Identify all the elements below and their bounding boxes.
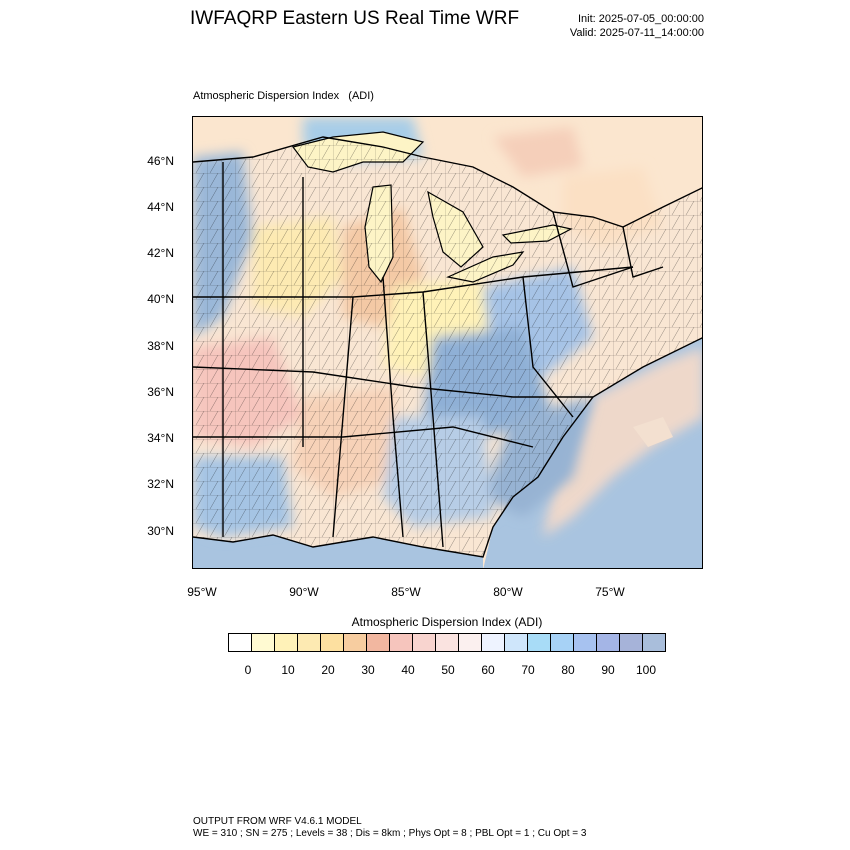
model-config: WE = 310 ; SN = 275 ; Levels = 38 ; Dis … [193,828,587,839]
colorbar-swatch [413,634,436,651]
colorbar-swatch [344,634,367,651]
state-boundaries [193,136,702,558]
valid-time: Valid: 2025-07-11_14:00:00 [569,27,704,39]
colorbar-swatch [229,634,252,651]
colorbar-swatch [275,634,298,651]
colorbar-swatch [597,634,620,651]
colorbar-swatch [436,634,459,651]
adi-field-map [193,117,702,568]
lat-tick: 42°N [147,246,174,260]
lat-tick: 46°N [147,154,174,168]
lat-tick: 34°N [147,431,174,445]
model-info: OUTPUT FROM WRF V4.6.1 MODEL [193,816,362,827]
map-title: IWFAQRP Eastern US Real Time WRF [190,8,520,29]
plot-label: Atmospheric Dispersion Index (ADI) [193,90,374,102]
lon-tick: 85°W [391,585,421,599]
lon-tick: 95°W [187,585,217,599]
lat-tick: 32°N [147,477,174,491]
gulf-of-mexico [193,535,483,568]
colorbar-tick: 30 [361,663,375,677]
lat-tick: 40°N [147,292,174,306]
colorbar-swatch [528,634,551,651]
colorbar-swatch [505,634,528,651]
colorbar-swatch [390,634,413,651]
colorbar-tick: 100 [635,663,657,677]
lon-tick: 80°W [493,585,523,599]
colorbar-tick: 90 [601,663,615,677]
map-panel [192,116,703,569]
lon-tick: 90°W [289,585,319,599]
colorbar-swatch [367,634,390,651]
lat-tick: 44°N [147,200,174,214]
colorbar-tick: 10 [281,663,295,677]
colorbar-tick: 20 [321,663,335,677]
colorbar-tick: 50 [441,663,455,677]
county-boundaries [193,137,702,557]
colorbar-tick: 70 [521,663,535,677]
init-time: Init: 2025-07-05_00:00:00 [578,13,704,25]
lat-tick: 36°N [147,385,174,399]
colorbar-swatch [574,634,597,651]
colorbar-tick: 0 [244,663,252,677]
lat-tick: 38°N [147,339,174,353]
colorbar-swatch [482,634,505,651]
colorbar-tick: 60 [481,663,495,677]
colorbar-tick: 40 [401,663,415,677]
colorbar-swatch [643,634,665,651]
colorbar-swatch [620,634,643,651]
offshore-warm-band [543,347,702,537]
offshore-patch [633,417,673,447]
colorbar-swatch [298,634,321,651]
colorbar-swatch [252,634,275,651]
lat-tick: 30°N [147,524,174,538]
colorbar-tick: 80 [561,663,575,677]
colorbar-swatch [459,634,482,651]
colorbar-swatch [551,634,574,651]
colorbar [228,633,666,652]
colorbar-title: Atmospheric Dispersion Index (ADI) [351,615,543,629]
lon-tick: 75°W [595,585,625,599]
colorbar-swatch [321,634,344,651]
